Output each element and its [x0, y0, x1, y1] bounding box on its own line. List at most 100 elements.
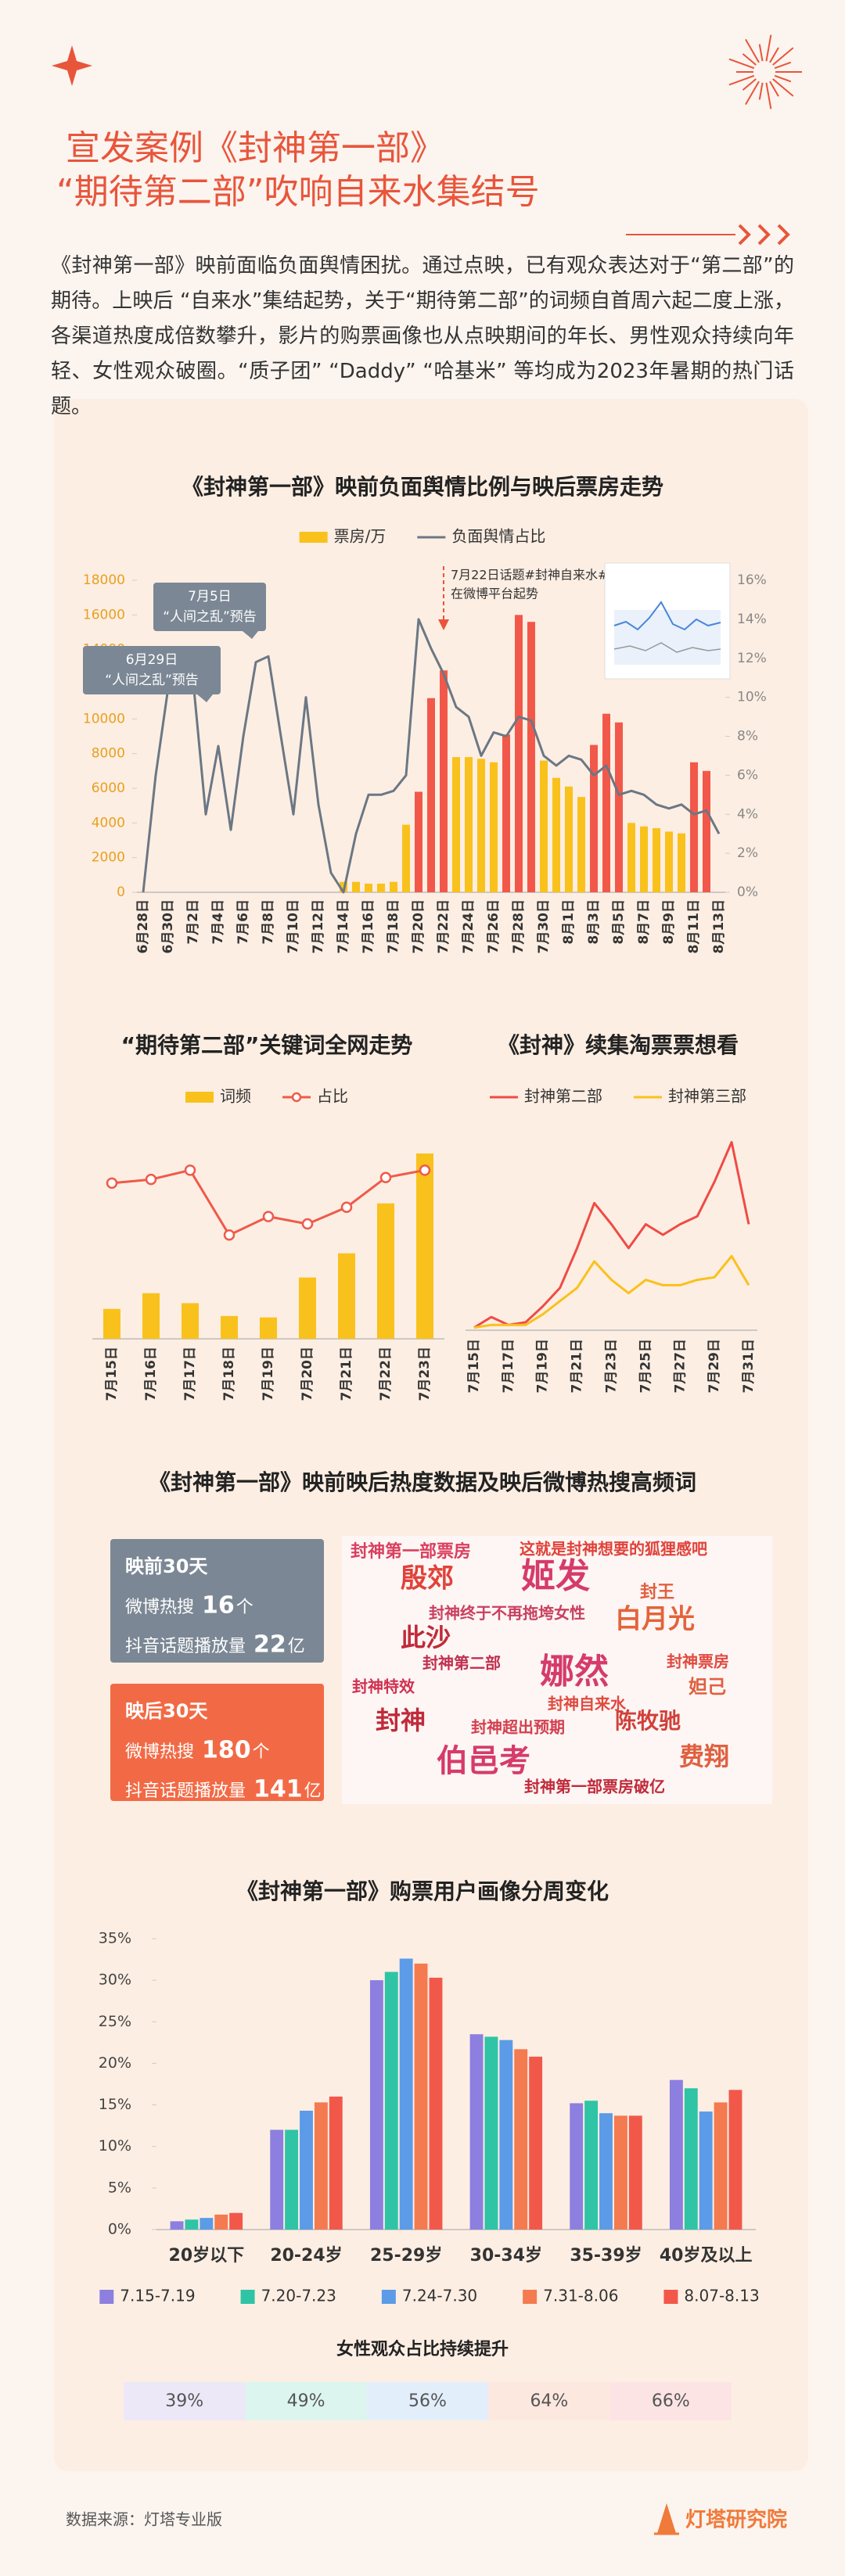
bar [584, 2101, 599, 2230]
y-tick-label: 10% [737, 690, 767, 705]
chart-title: 《封神第一部》映前负面舆情比例与映后票房走势 [182, 474, 663, 500]
bar [484, 2036, 498, 2230]
bar [329, 2096, 343, 2230]
bar [565, 786, 573, 892]
legend-item: 封神第三部 [634, 1087, 746, 1106]
strip-label: 56% [408, 2391, 447, 2411]
x-tick-label: 7月12日 [311, 899, 326, 954]
legend: 票房/万 负面舆情占比 [299, 527, 545, 546]
x-tick-label: 7月2日 [185, 899, 201, 945]
bar [615, 722, 623, 892]
cloud-word: 白月光 [615, 1604, 695, 1635]
stat-number: 22 [254, 1631, 286, 1659]
x-tick-label: 7月22日 [378, 1347, 394, 1401]
star-decoration [52, 45, 92, 86]
x-tick-label: 7月23日 [604, 1339, 620, 1394]
bar [200, 2218, 214, 2230]
firework-ray [745, 38, 760, 63]
bar [314, 2102, 328, 2230]
bar [627, 823, 635, 892]
bar [182, 1303, 199, 1339]
bar [499, 2040, 513, 2230]
legend-label: 词频 [220, 1087, 251, 1106]
y-tick-label: 12% [737, 651, 767, 666]
bar [703, 770, 710, 892]
x-tick-label: 35-39岁 [570, 2245, 642, 2266]
inset-line [613, 601, 721, 631]
cloud-word: 费翔 [679, 1742, 729, 1771]
firework-ray [758, 44, 764, 62]
bar [515, 615, 523, 892]
annotation-box [153, 583, 266, 631]
firework-ray [742, 53, 757, 66]
bar [602, 713, 610, 892]
bar [415, 791, 422, 892]
strip-label: 66% [652, 2391, 690, 2411]
bar [399, 1958, 413, 2230]
cloud-word: 娜然 [540, 1652, 609, 1692]
bar [285, 2129, 299, 2230]
x-tick-label: 7月27日 [672, 1339, 688, 1394]
bar [260, 1317, 277, 1339]
legend-swatch [663, 2290, 678, 2304]
cloud-word: 姬发 [521, 1556, 590, 1596]
x-tick-label: 8月5日 [611, 899, 627, 945]
annotation-text: 7月22日话题#封神自来水# [451, 568, 608, 583]
stat-label: 抖音话题播放量 [125, 1781, 246, 1801]
bar [229, 2212, 243, 2230]
legend-item: 占比 [282, 1087, 348, 1106]
bar [653, 827, 660, 892]
chevrons [738, 224, 790, 246]
bar [477, 759, 485, 892]
y-tick-label: 18000 [83, 572, 125, 588]
cloud-word: 封神特效 [352, 1677, 415, 1696]
bar [577, 797, 585, 892]
x-tick-label: 7月21日 [570, 1339, 585, 1394]
bar [529, 2056, 543, 2230]
x-tick-label: 7月10日 [286, 899, 301, 954]
bar [170, 2221, 184, 2230]
intro-paragraph: 《封神第一部》映前面临负面舆情困扰。通过点映，已有观众表达对于“第二部”的期待。… [51, 254, 794, 418]
legend-label: 票房/万 [334, 527, 387, 546]
stat-number: 180 [202, 1737, 251, 1764]
annotation-arrowhead [438, 619, 449, 630]
bar [300, 2111, 313, 2230]
strip-label: 64% [530, 2391, 568, 2411]
firework-ray [745, 81, 760, 106]
x-tick-label: 6月30日 [160, 899, 176, 954]
bar [678, 833, 685, 892]
brand-icon [654, 2502, 679, 2535]
bar [540, 760, 548, 892]
legend-label: 7.20-7.23 [261, 2287, 336, 2305]
strip-cell [245, 2382, 367, 2420]
y-tick-label: 20% [99, 2054, 131, 2072]
x-tick-label: 7月30日 [536, 899, 552, 954]
x-tick-label: 30-34岁 [470, 2245, 542, 2266]
y-tick-label: 6% [737, 767, 758, 783]
cloud-word: 妲己 [689, 1676, 726, 1698]
bar [369, 1980, 383, 2230]
cloud-word: 封神第二部 [422, 1654, 501, 1673]
inset-line [613, 642, 721, 653]
y-tick-label: 16000 [83, 607, 125, 622]
cloud-word: 殷郊 [401, 1563, 454, 1595]
bar [684, 2088, 698, 2230]
stat-number: 141 [254, 1776, 303, 1803]
legend-item: 8.07-8.13 [663, 2287, 760, 2305]
y-tick-label: 15% [99, 2096, 131, 2113]
x-tick-label: 7月17日 [182, 1347, 198, 1401]
bar [214, 2214, 228, 2230]
y-tick-label: 2% [737, 845, 758, 861]
line-marker [145, 1173, 157, 1186]
legend-item: 封神第二部 [490, 1087, 602, 1106]
legend-item: 词频 [185, 1087, 251, 1106]
stat-label: 微博热搜 [125, 1742, 194, 1762]
cloud-word: 封神 [376, 1706, 426, 1735]
legend-item: 7.24-7.30 [381, 2287, 477, 2305]
bar [665, 831, 673, 892]
cloud-word: 这就是封神想要的狐狸感吧 [520, 1540, 707, 1559]
bar [599, 2113, 613, 2230]
firework-ray [772, 47, 794, 66]
bar [384, 1971, 398, 2230]
line-marker [340, 1201, 353, 1213]
